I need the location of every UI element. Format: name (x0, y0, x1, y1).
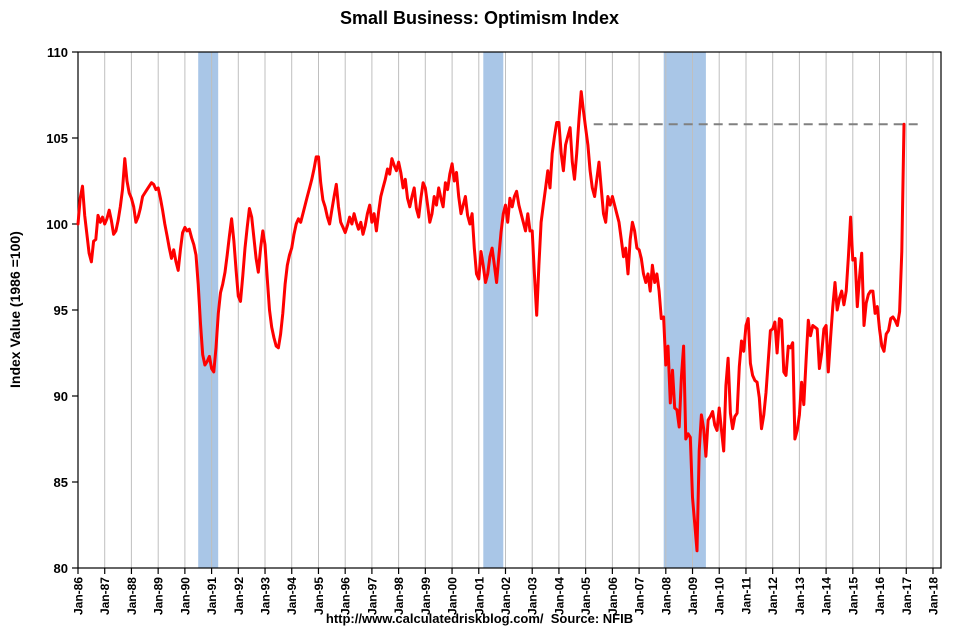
svg-text:Jan-90: Jan-90 (178, 577, 192, 615)
svg-text:110: 110 (47, 45, 68, 60)
chart-footer: http://www.calculatedriskblog.com/ Sourc… (325, 611, 634, 626)
svg-text:Jan-02: Jan-02 (499, 577, 513, 615)
svg-text:80: 80 (54, 561, 68, 576)
svg-text:Jan-94: Jan-94 (285, 577, 299, 615)
svg-text:Jan-11: Jan-11 (740, 577, 754, 615)
svg-text:Jan-88: Jan-88 (125, 577, 139, 615)
svg-text:90: 90 (54, 389, 68, 404)
chart-title: Small Business: Optimism Index (339, 8, 620, 28)
svg-text:Jan-00: Jan-00 (446, 577, 460, 615)
svg-text:Jan-92: Jan-92 (232, 577, 246, 615)
svg-text:Jan-87: Jan-87 (98, 577, 112, 615)
svg-text:Jan-05: Jan-05 (579, 577, 593, 615)
svg-text:Jan-93: Jan-93 (259, 577, 273, 615)
svg-text:Jan-08: Jan-08 (659, 577, 673, 615)
svg-text:Jan-16: Jan-16 (873, 577, 887, 615)
svg-text:100: 100 (46, 217, 68, 232)
svg-text:Jan-91: Jan-91 (205, 577, 219, 615)
svg-text:Jan-98: Jan-98 (392, 577, 406, 615)
svg-text:Jan-18: Jan-18 (927, 577, 941, 615)
svg-text:Jan-10: Jan-10 (713, 577, 727, 615)
svg-text:Jan-13: Jan-13 (793, 577, 807, 615)
svg-text:Jan-15: Jan-15 (846, 577, 860, 615)
svg-text:Jan-95: Jan-95 (312, 577, 326, 615)
svg-text:Jan-09: Jan-09 (686, 577, 700, 615)
svg-text:85: 85 (54, 475, 68, 490)
svg-text:Jan-07: Jan-07 (633, 577, 647, 615)
svg-text:Jan-17: Jan-17 (900, 577, 914, 615)
svg-text:Jan-01: Jan-01 (472, 577, 486, 615)
svg-text:Jan-14: Jan-14 (820, 577, 834, 615)
svg-text:Jan-89: Jan-89 (152, 577, 166, 615)
svg-text:Jan-96: Jan-96 (339, 577, 353, 615)
svg-text:Jan-04: Jan-04 (552, 577, 566, 615)
svg-text:95: 95 (54, 303, 68, 318)
svg-text:Jan-86: Jan-86 (72, 577, 86, 615)
svg-text:Jan-12: Jan-12 (766, 577, 780, 615)
svg-text:Jan-06: Jan-06 (606, 577, 620, 615)
svg-text:105: 105 (46, 131, 68, 146)
svg-text:Jan-03: Jan-03 (526, 577, 540, 615)
svg-text:Jan-99: Jan-99 (419, 577, 433, 615)
svg-text:Jan-97: Jan-97 (365, 577, 379, 615)
